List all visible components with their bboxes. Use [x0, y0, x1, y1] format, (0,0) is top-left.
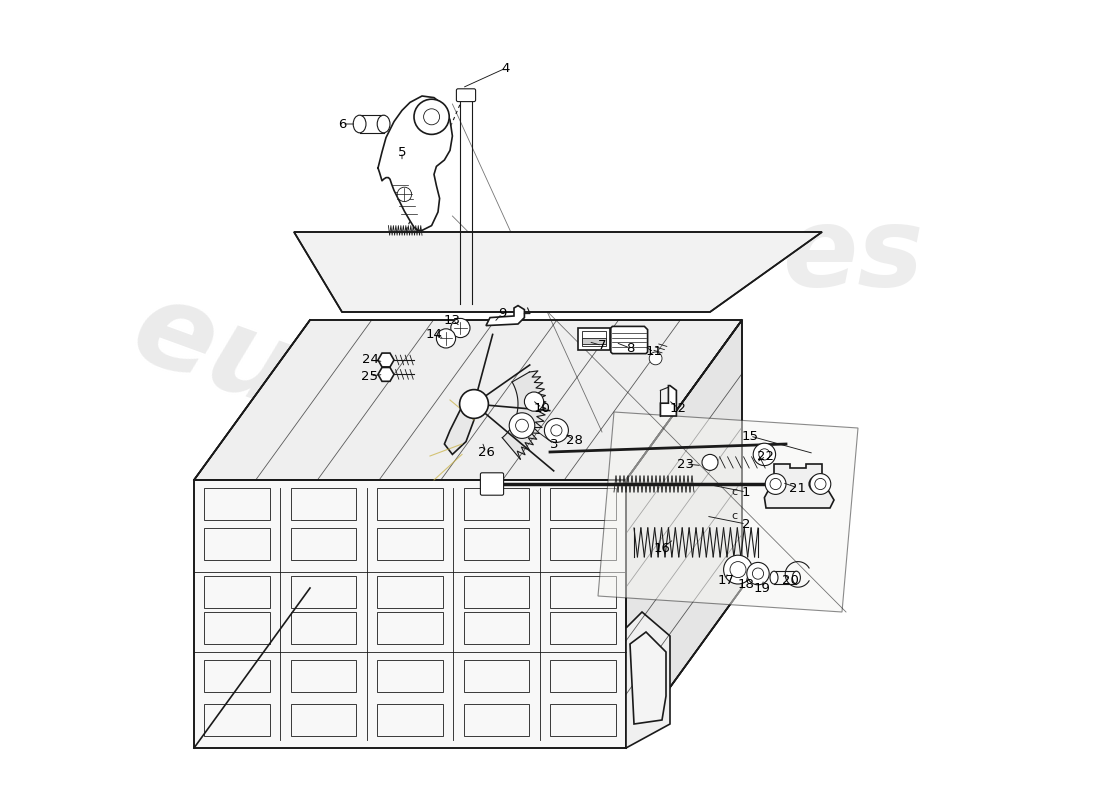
Bar	[582, 338, 606, 344]
Text: 21: 21	[790, 482, 806, 494]
Polygon shape	[630, 632, 666, 724]
Text: 22: 22	[758, 450, 774, 462]
FancyBboxPatch shape	[456, 89, 475, 102]
Text: 19: 19	[754, 582, 770, 594]
Circle shape	[525, 392, 543, 411]
Polygon shape	[598, 412, 858, 612]
Polygon shape	[626, 320, 743, 748]
Text: 15: 15	[741, 430, 759, 442]
Text: 7: 7	[597, 339, 606, 352]
Circle shape	[509, 413, 535, 438]
Text: 26: 26	[477, 446, 494, 458]
Text: 10: 10	[534, 402, 550, 414]
Circle shape	[397, 187, 411, 202]
Ellipse shape	[770, 571, 778, 584]
Text: 17: 17	[717, 574, 735, 586]
Text: 1: 1	[741, 486, 750, 498]
Polygon shape	[503, 371, 546, 459]
Circle shape	[810, 474, 830, 494]
Circle shape	[724, 555, 752, 584]
Ellipse shape	[353, 115, 366, 133]
Circle shape	[460, 390, 488, 418]
Text: 11: 11	[646, 346, 662, 358]
Ellipse shape	[810, 476, 827, 492]
Polygon shape	[764, 464, 834, 508]
Polygon shape	[660, 386, 676, 416]
Circle shape	[754, 443, 776, 466]
Text: 5: 5	[398, 146, 406, 158]
Bar	[582, 331, 606, 346]
Polygon shape	[194, 480, 626, 748]
Circle shape	[451, 318, 470, 338]
Text: 4: 4	[502, 62, 510, 74]
Polygon shape	[194, 320, 743, 480]
Polygon shape	[626, 612, 670, 748]
Text: es: es	[783, 202, 925, 310]
Text: 2: 2	[741, 518, 750, 530]
Polygon shape	[378, 367, 394, 382]
Text: 12: 12	[670, 402, 686, 414]
Polygon shape	[378, 353, 394, 367]
Text: c: c	[730, 511, 737, 521]
Text: europes: europes	[118, 270, 662, 562]
Polygon shape	[378, 96, 452, 230]
Circle shape	[437, 329, 455, 348]
Polygon shape	[444, 408, 474, 454]
Circle shape	[414, 99, 449, 134]
Ellipse shape	[792, 571, 801, 584]
Text: 20: 20	[782, 574, 799, 586]
Circle shape	[544, 418, 569, 442]
Text: 18: 18	[738, 578, 755, 590]
Text: 9: 9	[498, 307, 506, 320]
Text: 28: 28	[565, 434, 582, 446]
Ellipse shape	[377, 115, 390, 133]
FancyBboxPatch shape	[481, 473, 504, 495]
Text: 16: 16	[653, 542, 670, 554]
Polygon shape	[610, 326, 648, 354]
Text: 14: 14	[426, 328, 442, 341]
Text: 6: 6	[338, 118, 346, 130]
Polygon shape	[578, 328, 610, 350]
Text: 8: 8	[626, 342, 635, 354]
Circle shape	[649, 352, 662, 365]
Text: c: c	[730, 487, 737, 497]
Text: 24: 24	[362, 354, 378, 366]
Polygon shape	[294, 232, 822, 312]
Circle shape	[766, 474, 786, 494]
Text: a part
since 1985: a part since 1985	[219, 435, 513, 621]
Circle shape	[702, 454, 718, 470]
Text: 25: 25	[362, 370, 378, 382]
Text: 13: 13	[444, 314, 461, 326]
Text: 23: 23	[678, 458, 694, 470]
Circle shape	[747, 562, 769, 585]
Text: 3: 3	[550, 438, 558, 450]
Polygon shape	[486, 306, 525, 326]
